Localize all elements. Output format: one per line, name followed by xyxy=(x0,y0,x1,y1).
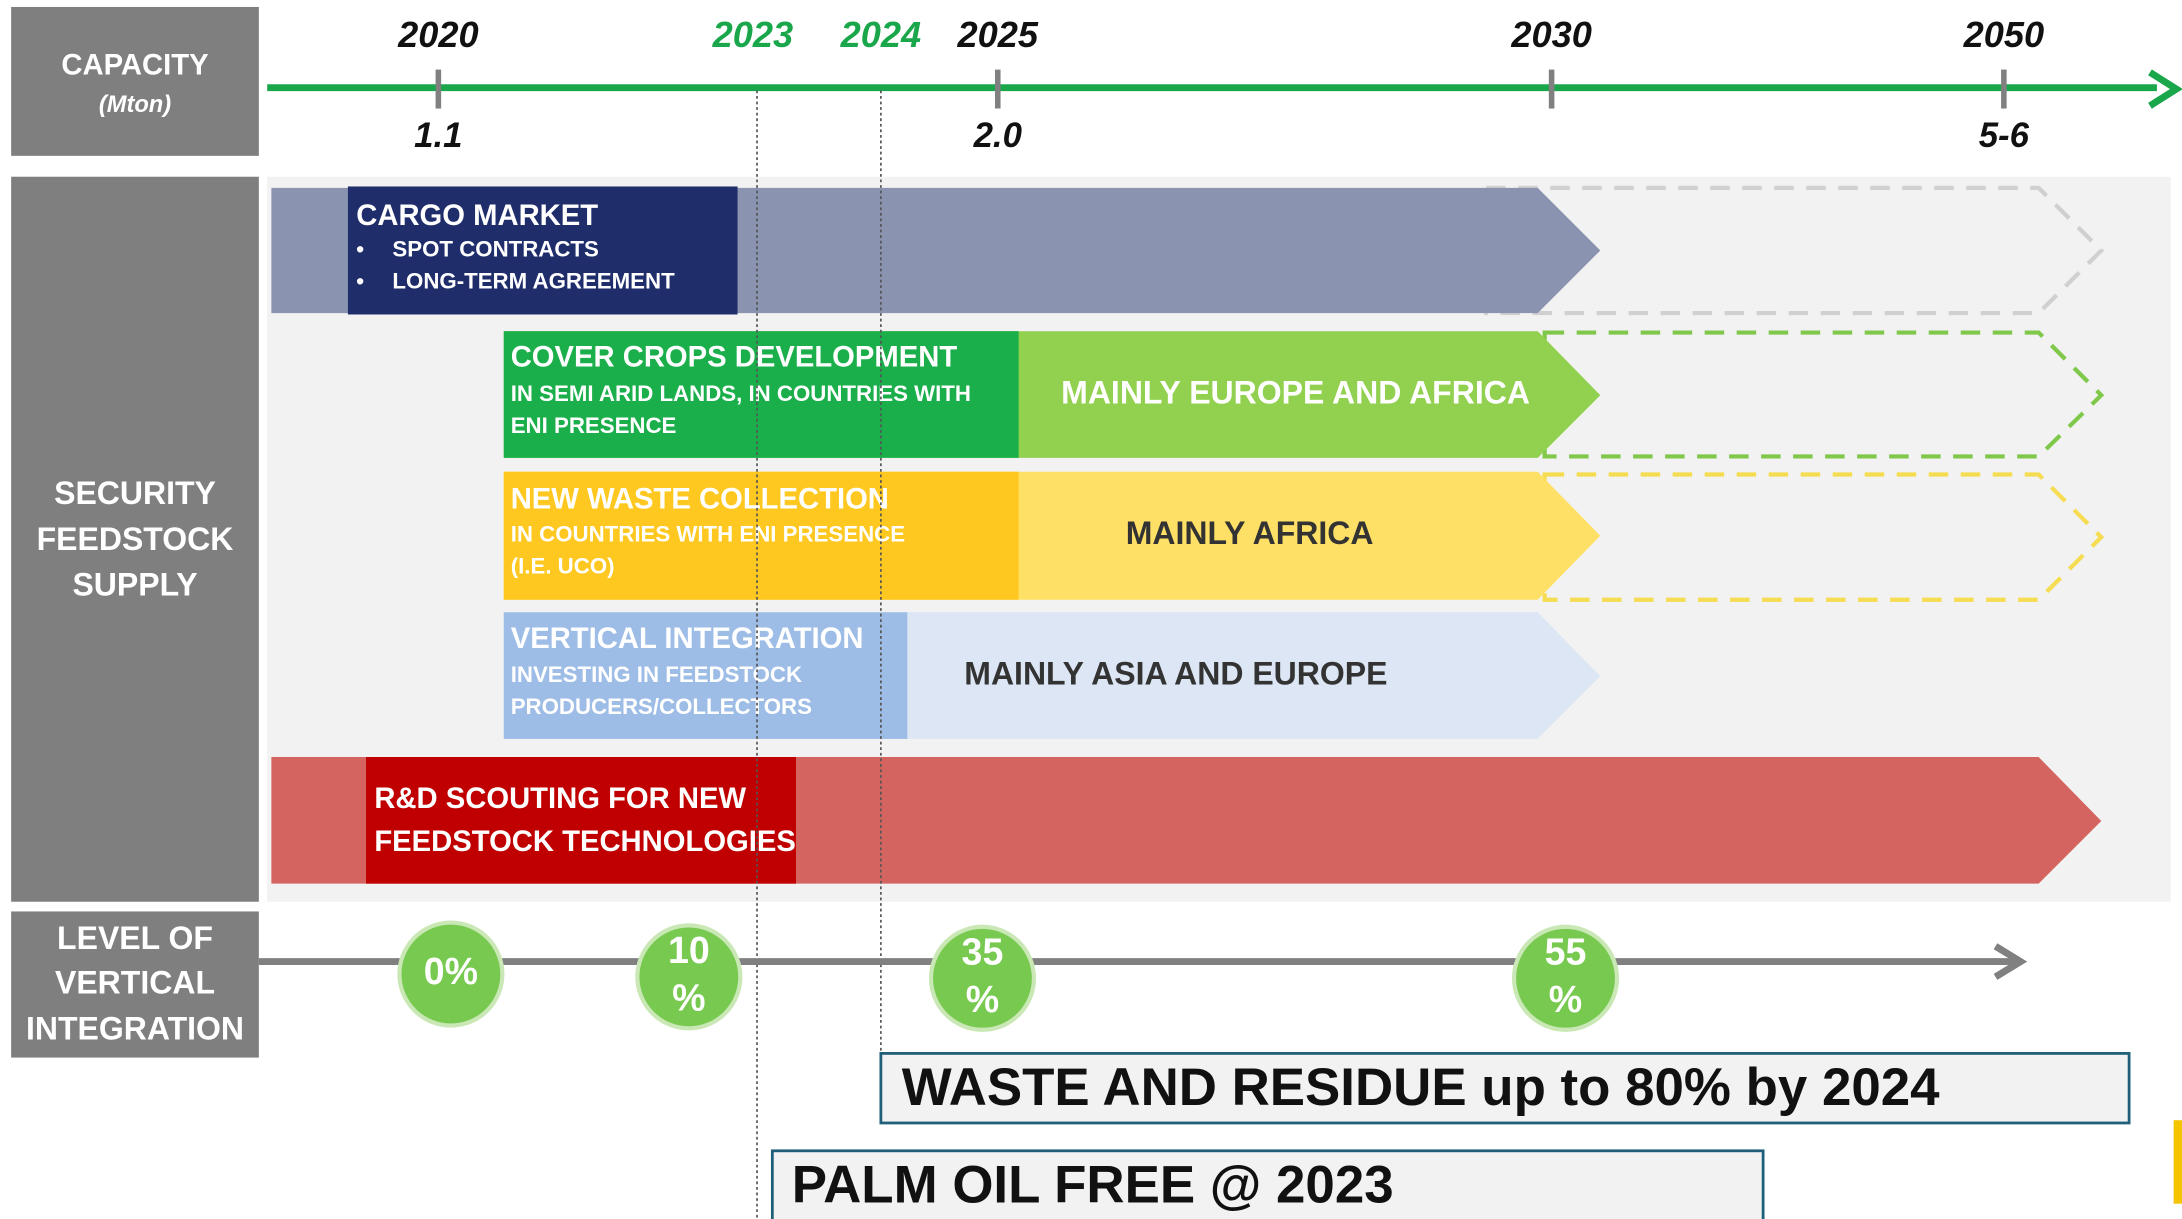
extension xyxy=(1484,185,2105,316)
level-label: % xyxy=(966,978,999,1020)
integration-arrow xyxy=(1993,943,2028,980)
corner-accent xyxy=(2173,1120,2182,1204)
row-line: LONG-TERM AGREEMENT xyxy=(392,268,675,293)
row-box xyxy=(347,186,738,315)
capacity-unit: (Mton) xyxy=(99,92,171,118)
row-box xyxy=(503,331,1019,458)
integration-label: LEVEL OF xyxy=(57,920,213,956)
row-line: FEEDSTOCK TECHNOLOGIES xyxy=(374,826,796,858)
integration-box xyxy=(11,911,259,1058)
timeline-arrow xyxy=(2148,69,2182,109)
year-label: 2030 xyxy=(1510,14,1591,55)
integration-label: VERTICAL xyxy=(55,965,215,1001)
feedstock-box xyxy=(11,176,259,902)
target-text: WASTE AND RESIDUE up to 80% by 2024 xyxy=(902,1058,1940,1117)
feedstock-label: SUPPLY xyxy=(72,567,197,603)
target-box xyxy=(879,1052,2131,1125)
row-box xyxy=(503,471,1019,600)
row-line: SPOT CONTRACTS xyxy=(392,236,598,261)
level-label: % xyxy=(1549,978,1582,1020)
level-circle xyxy=(635,923,743,1031)
capacity-title: CAPACITY xyxy=(61,50,209,82)
level-circle xyxy=(928,924,1037,1032)
row-region: MAINLY ASIA AND EUROPE xyxy=(964,656,1387,692)
year-label: 2020 xyxy=(397,14,478,55)
row-region: MAINLY AFRICA xyxy=(1126,515,1374,551)
row-line: (I.E. UCO) xyxy=(511,554,615,579)
level-label: 0% xyxy=(424,950,478,992)
row-line: R&D SCOUTING FOR NEW xyxy=(374,783,746,815)
row-line: PRODUCERS/COLLECTORS xyxy=(511,694,812,719)
row-line: ENI PRESENCE xyxy=(511,413,677,438)
row-box xyxy=(503,612,908,739)
year-label: 2023 xyxy=(712,14,793,55)
bullet: • xyxy=(356,236,364,261)
year-label: 2050 xyxy=(1963,14,2044,55)
row-title: VERTICAL INTEGRATION xyxy=(511,623,864,655)
capacity-label: 1.1 xyxy=(414,117,462,155)
integration-label: INTEGRATION xyxy=(26,1011,244,1047)
year-label: 2024 xyxy=(840,14,921,55)
target-text: PALM OIL FREE @ 2023 xyxy=(792,1155,1394,1214)
row-title: NEW WASTE COLLECTION xyxy=(511,484,889,516)
row-line: IN COUNTRIES WITH ENI PRESENCE xyxy=(511,522,905,547)
feedstock-label: SECURITY xyxy=(54,475,216,511)
level-label: 10 xyxy=(668,929,710,971)
level-circle xyxy=(1511,924,1620,1032)
row-region: MAINLY EUROPE AND AFRICA xyxy=(1061,375,1530,411)
bullet: • xyxy=(356,268,364,293)
year-label: 2025 xyxy=(957,14,1039,55)
capacity-label: 2.0 xyxy=(973,117,1022,155)
level-label: 55 xyxy=(1545,931,1587,973)
row-title: CARGO MARKET xyxy=(356,200,598,232)
capacity-label: 5-6 xyxy=(1979,117,2030,155)
level-label: % xyxy=(672,976,705,1018)
level-label: 35 xyxy=(962,931,1004,973)
capacity-box xyxy=(11,6,259,156)
feedstock-label: FEEDSTOCK xyxy=(37,521,234,557)
target-box xyxy=(770,1149,1765,1219)
row-title: COVER CROPS DEVELOPMENT xyxy=(511,342,958,374)
level-circle xyxy=(397,920,505,1028)
row-line: INVESTING IN FEEDSTOCK xyxy=(511,662,802,687)
row-box xyxy=(366,757,796,884)
row-line: IN SEMI ARID LANDS, IN COUNTRIES WITH xyxy=(511,381,971,406)
